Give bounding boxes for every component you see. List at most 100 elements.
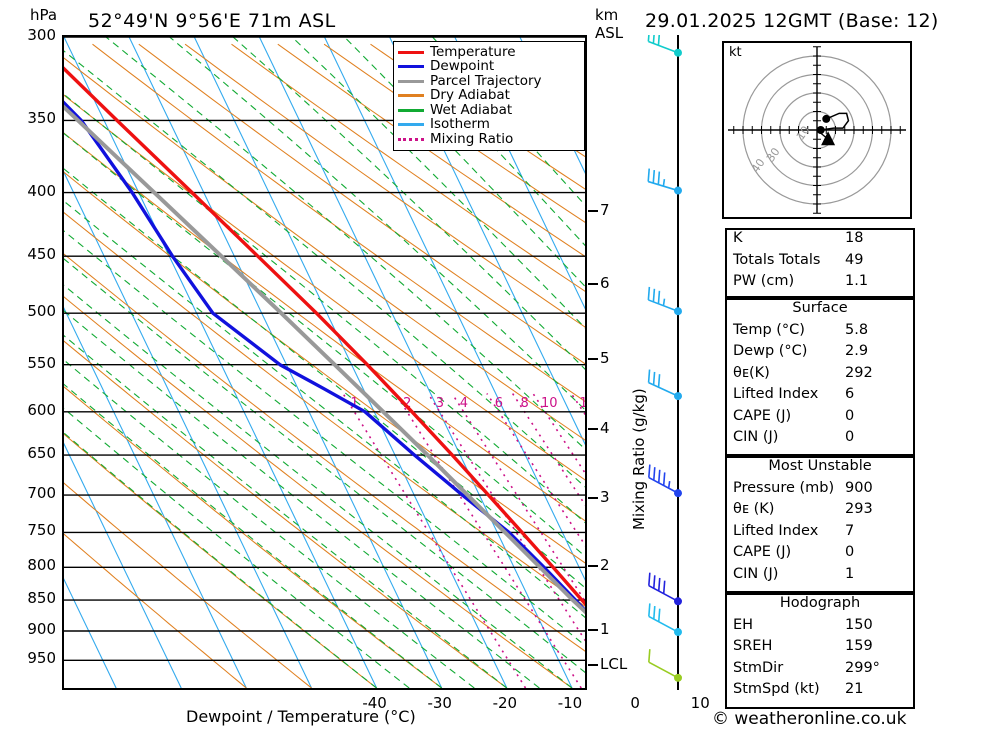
mixing-ratio-label: 4: [460, 396, 468, 411]
wind-barb: [647, 286, 679, 312]
hodo-stat-label: StmDir: [733, 659, 784, 676]
surface-value: 292: [845, 364, 873, 381]
surface-value: 6: [845, 386, 855, 402]
legend-label: Temperature: [430, 43, 516, 60]
hodograph-inset[interactable]: kt 10 30 40: [722, 41, 912, 219]
height-tick-mark: [588, 629, 598, 632]
surface-label: CAPE (J): [733, 407, 792, 424]
unstable-value: 900: [845, 479, 873, 496]
hodo-stat-value: 21: [845, 681, 864, 697]
legend-label: Dry Adiabat: [430, 87, 510, 103]
unstable-row: CAPE (J) 0: [727, 544, 913, 566]
legend-swatch: [398, 123, 424, 127]
surface-label: Temp (°C): [733, 321, 805, 338]
legend-item: Temperature: [398, 45, 579, 60]
wind-barb: [647, 168, 679, 192]
hodo-stat-label: StmSpd (kt): [733, 681, 820, 697]
unstable-value: 7: [845, 522, 855, 539]
hodo-stat-label: SREH: [733, 638, 773, 654]
mixing-ratio-label: 8: [520, 396, 528, 411]
wind-barb: [647, 369, 679, 397]
unstable-value: 0: [845, 544, 855, 560]
pressure-tick-label: 750: [27, 521, 56, 540]
surface-title-text: Surface: [792, 300, 848, 316]
surface-value: 0: [845, 407, 855, 424]
unstable-label: CIN (J): [733, 565, 779, 582]
legend-label: Dewpoint: [430, 58, 495, 74]
height-tick-label: 7: [600, 201, 610, 220]
legend-swatch: [398, 50, 424, 54]
temperature-tick-label: -40: [362, 694, 387, 712]
surface-row: Lifted Index 6: [727, 386, 913, 408]
index-row: K 18: [727, 230, 913, 252]
height-unit-label-km: km: [595, 6, 619, 24]
pressure-tick-label: 850: [27, 589, 56, 608]
hodo-stat-label: EH: [733, 616, 754, 633]
hodograph-unit-label: kt: [729, 45, 742, 60]
mixing-ratio-label: 1: [350, 396, 358, 411]
wind-barb: [647, 35, 679, 54]
hodograph-trace: [820, 112, 850, 131]
hodo-stat-row: EH 150: [727, 617, 913, 639]
copyright-label: © weatheronline.co.uk: [712, 709, 907, 729]
hodo-stat-row: StmDir 299°: [727, 660, 913, 682]
legend-label: Mixing Ratio: [430, 130, 514, 147]
unstable-value: 1: [845, 565, 855, 582]
page-title: 52°49'N 9°56'E 71m ASL: [88, 10, 336, 32]
unstable-row: θᴇ (K) 293: [727, 501, 913, 523]
surface-label: CIN (J): [733, 429, 779, 445]
skewt-canvas: 12346810152025: [64, 37, 585, 688]
series-dewpoint: [64, 100, 585, 613]
index-value: 49: [845, 251, 864, 268]
pressure-tick-label: 600: [27, 400, 56, 419]
hodo-stat-value: 299°: [845, 659, 880, 676]
surface-label: Dewp (°C): [733, 343, 808, 359]
index-row: PW (cm) 1.1: [727, 273, 913, 295]
surface-label: θᴇ(K): [733, 364, 770, 381]
legend-swatch: [398, 79, 424, 83]
unstable-value: 293: [845, 501, 873, 517]
height-tick-label: 2: [600, 556, 610, 575]
index-row: Totals Totals 49: [727, 252, 913, 274]
surface-value: 2.9: [845, 343, 869, 359]
temperature-tick-label: 0: [630, 694, 640, 712]
pressure-tick-label: 300: [27, 26, 56, 44]
surface-row: CIN (J) 0: [727, 429, 913, 451]
height-tick-mark: [588, 427, 598, 430]
temperature-tick-label: -20: [492, 694, 518, 712]
hodo-stat-row: SREH 159: [727, 638, 913, 660]
legend-item: Mixing Ratio: [398, 132, 579, 147]
height-tick-mark: [588, 210, 598, 213]
legend-item: Dewpoint: [398, 58, 579, 75]
unstable-row: CIN (J) 1: [727, 566, 913, 588]
wind-barb: [648, 572, 679, 603]
hodograph-ring-label: 30: [764, 145, 783, 164]
pressure-tick-label: 900: [27, 620, 56, 639]
legend: Temperature Dewpoint Parcel Trajectory Dry …: [393, 41, 585, 151]
hodo-stat-title-text: Hodograph: [779, 595, 861, 611]
legend-item: Dry Adiabat: [398, 87, 579, 104]
series-parcel-trajectory: [64, 104, 585, 615]
surface-row: Dewp (°C) 2.9: [727, 343, 913, 365]
index-value: 18: [845, 230, 864, 246]
pressure-tick-label: 400: [27, 181, 56, 200]
temperature-tick-label: -30: [427, 694, 452, 712]
height-tick-mark: [588, 283, 598, 286]
unstable-label: Lifted Index: [733, 522, 819, 539]
unstable-label: Pressure (mb): [733, 479, 835, 496]
legend-label: Isotherm: [430, 116, 490, 132]
pressure-tick-label: 700: [27, 484, 56, 503]
temperature-tick-label: 10: [690, 694, 710, 712]
height-tick-label: 6: [600, 274, 610, 293]
unstable-label: CAPE (J): [733, 544, 792, 560]
unstable-row: Pressure (mb) 900: [727, 480, 913, 502]
index-label: Totals Totals: [733, 251, 821, 268]
legend-item: Wet Adiabat: [398, 103, 579, 118]
height-tick-label: 3: [600, 487, 610, 506]
storm-motion-marker: [821, 131, 836, 146]
surface-row: θᴇ(K) 292: [727, 365, 913, 387]
surface-value: 0: [845, 429, 855, 445]
pressure-tick-label: 800: [27, 556, 56, 575]
